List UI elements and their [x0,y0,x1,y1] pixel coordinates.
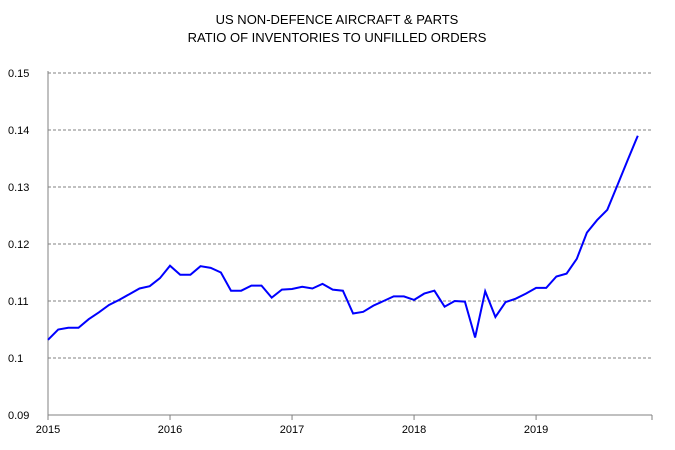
y-tick-label: 0.09 [8,410,29,422]
x-tick-label: 2015 [36,424,60,436]
x-tick-label: 2018 [402,424,426,436]
chart-subtitle: RATIO OF INVENTORIES TO UNFILLED ORDERS [188,30,487,45]
y-tick-label: 0.11 [8,296,29,308]
x-tick-label: 2019 [524,424,548,436]
x-tick-label: 2016 [158,424,182,436]
series-line [47,135,639,341]
y-tick-label: 0.15 [8,68,29,80]
y-tick-label: 0.1 [8,353,23,365]
y-tick-label: 0.14 [8,125,29,137]
y-tick-label: 0.13 [8,182,29,194]
x-tick-label: 2017 [280,424,304,436]
y-tick-label: 0.12 [8,239,29,251]
chart-title: US NON-DEFENCE AIRCRAFT & PARTS [216,12,459,27]
